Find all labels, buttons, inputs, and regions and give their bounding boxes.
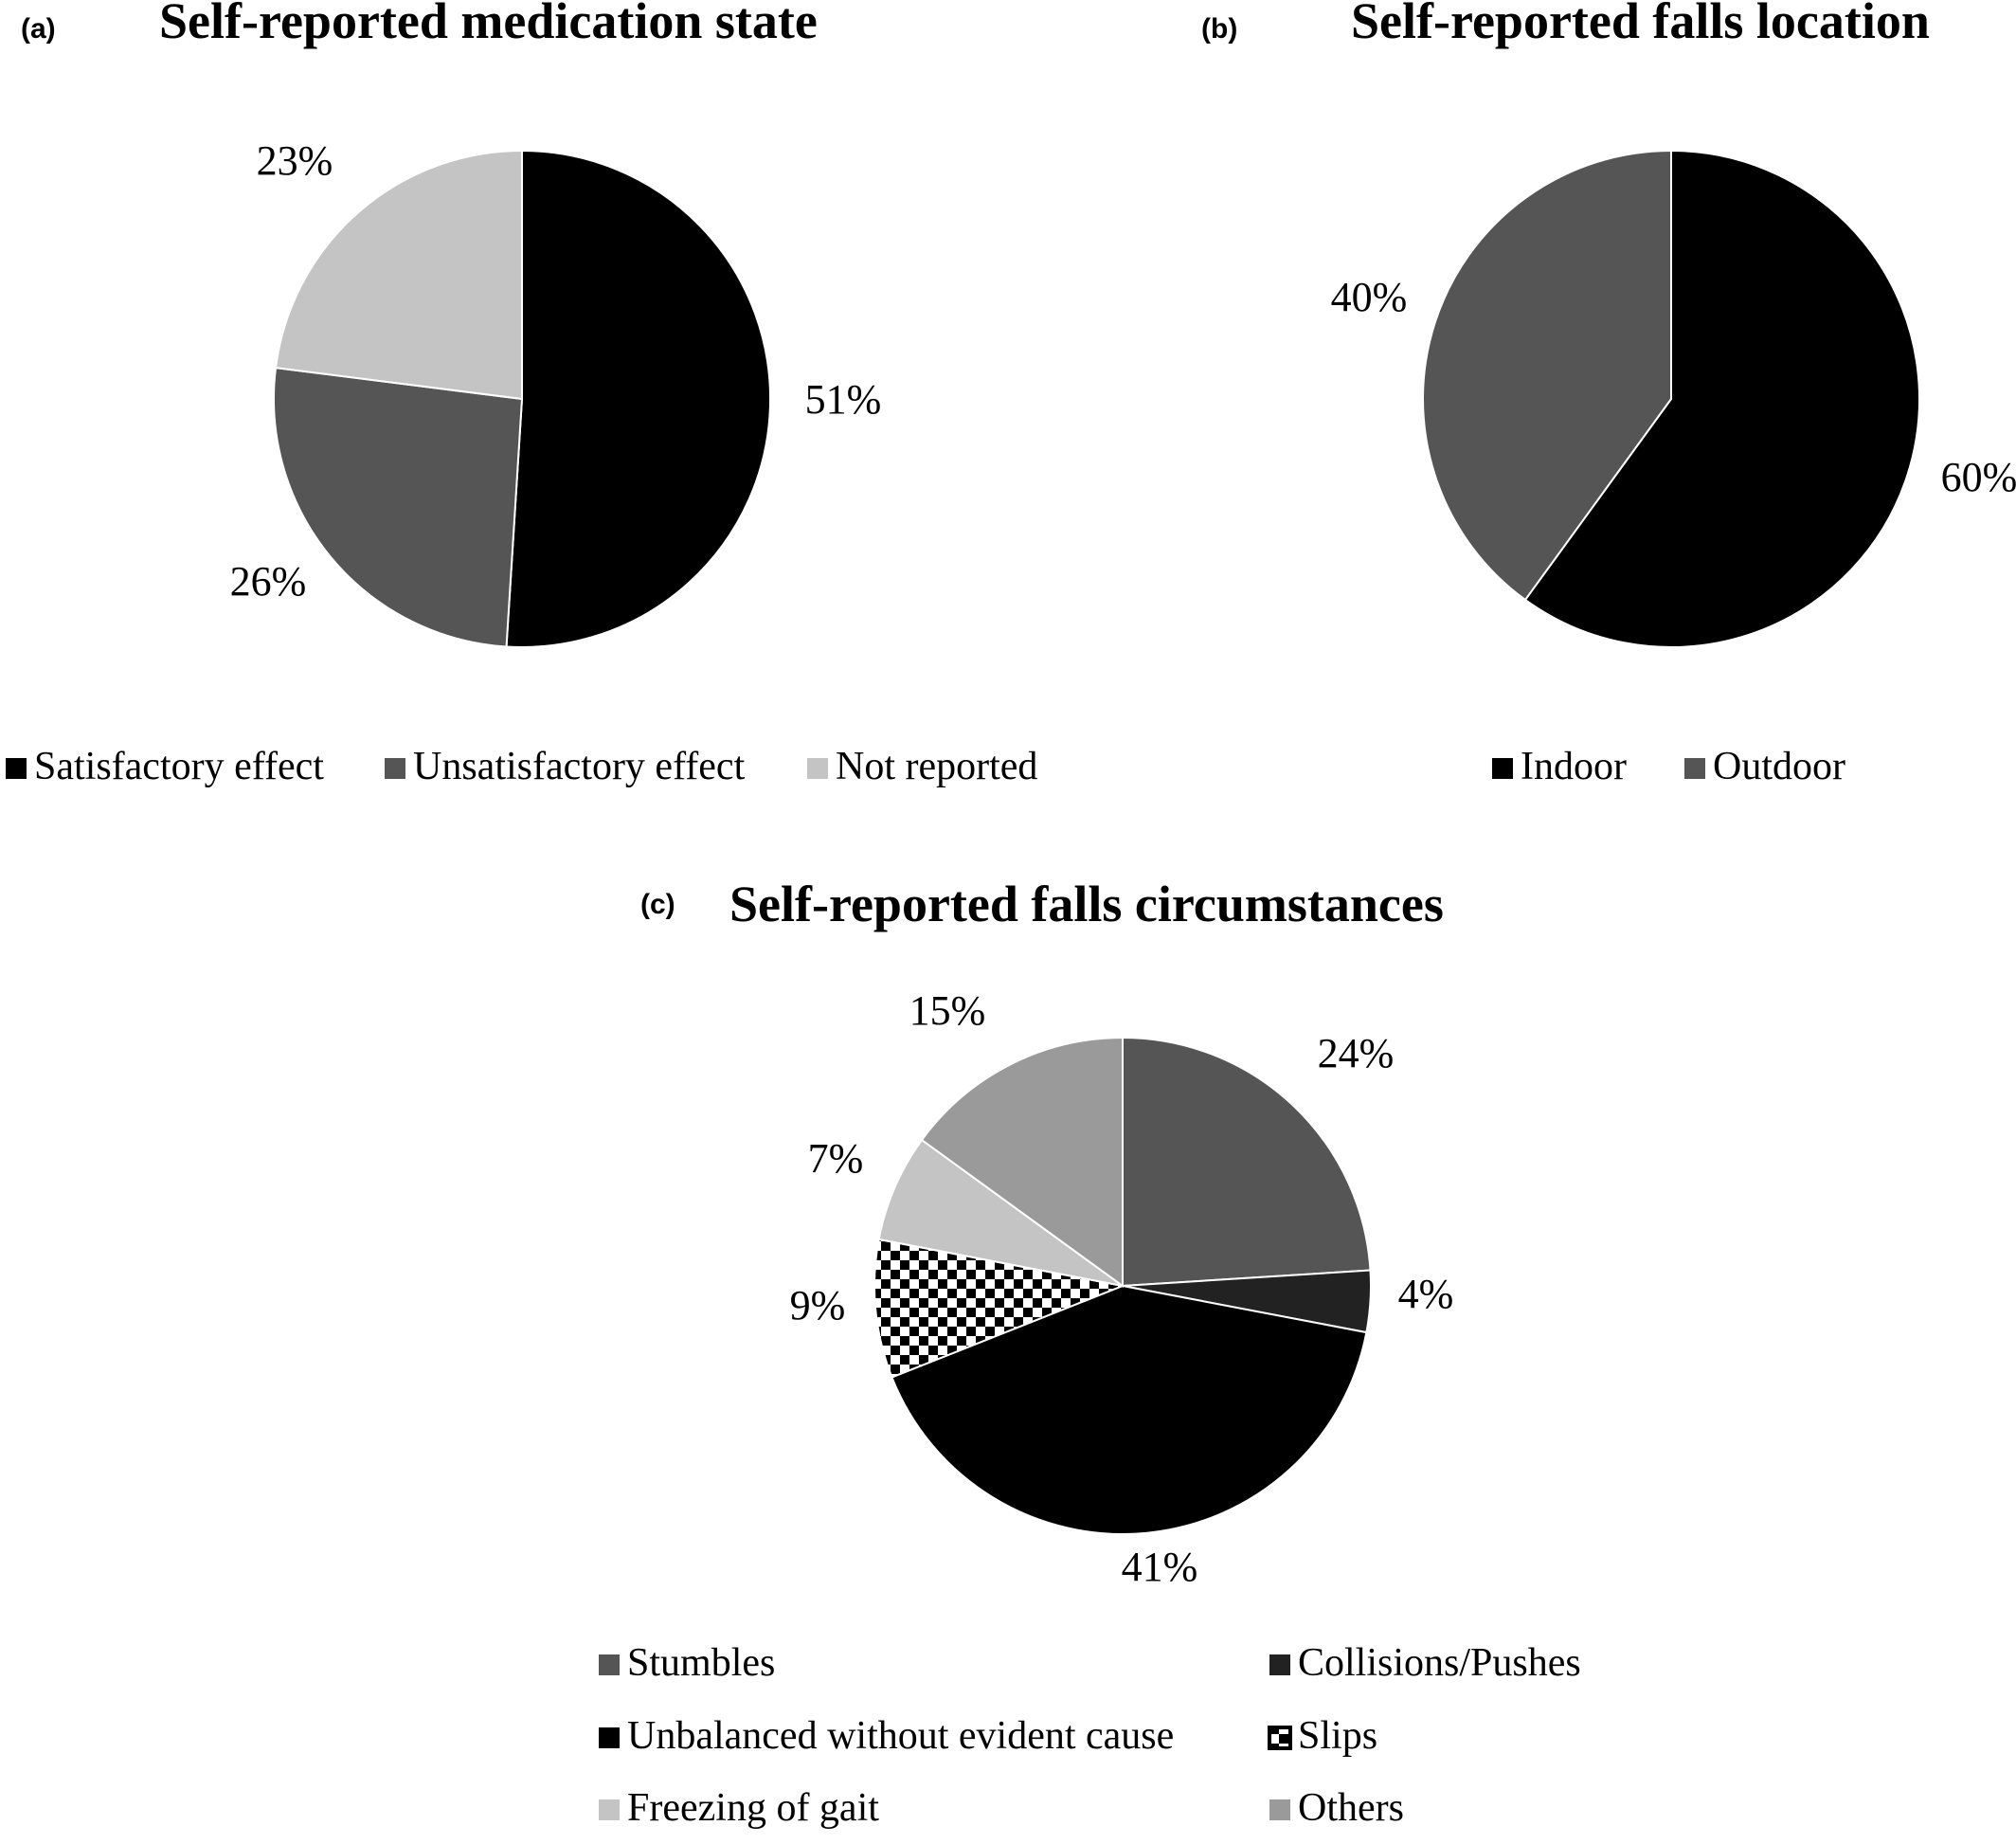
panel-b-label-indoor: 60% — [1941, 454, 2016, 500]
panel-a-legend-swatch-unsatisfactory-effect — [385, 758, 405, 779]
panel-b-legend-swatch-outdoor — [1684, 758, 1705, 779]
panel-c-title: Self-reported falls circumstances — [729, 876, 1444, 932]
panel-c-legend-swatch-stumbles — [599, 1654, 620, 1675]
panel-a-slice-satisfactory-effect — [505, 149, 772, 648]
panel-c-legend-label-stumbles: Stumbles — [627, 1641, 775, 1685]
panel-c-legend-swatch-slips — [1268, 1726, 1292, 1750]
panel-c-legend-label-others: Others — [1298, 1786, 1404, 1830]
panel-c-legend-label-slips: Slips — [1298, 1714, 1377, 1758]
panel-b-title: Self-reported falls location — [1351, 0, 1930, 49]
panel-c-letter: (c) — [640, 889, 675, 920]
panel-c-label-others: 15% — [909, 987, 986, 1034]
panel-b-legend-swatch-indoor — [1492, 758, 1513, 779]
panel-a-title: Self-reported medication state — [159, 0, 818, 49]
panel-c-legend: Stumbles Collisions/Pushes Unbalanced with… — [599, 1641, 1581, 1830]
panel-c-legend-label-freezing-of-gait: Freezing of gait — [627, 1786, 879, 1830]
panel-c-slice-others — [920, 1036, 1124, 1288]
panel-b-slice-outdoor — [1422, 149, 1672, 602]
panel-c: (c) Self-reported falls circumstances 24… — [599, 876, 1581, 1830]
panel-b-legend-label-outdoor: Outdoor — [1713, 745, 1845, 788]
panel-b-legend: Indoor Outdoor — [1492, 745, 1845, 788]
panel-b-legend-label-indoor: Indoor — [1521, 745, 1627, 788]
panel-c-slice-slips — [873, 1238, 1126, 1379]
panel-c-legend-label-collisions-pushes: Collisions/Pushes — [1298, 1641, 1581, 1685]
panel-a-pie — [273, 149, 772, 648]
panel-a-slice-not-reported — [274, 149, 523, 401]
panel-a-legend-swatch-not-reported — [807, 758, 828, 779]
panel-a-label-unsatisfactory-effect: 26% — [230, 558, 307, 605]
panel-a-slice-labels: 51% 26% 23% — [230, 137, 882, 605]
panel-a-letter: (a) — [21, 13, 56, 45]
panel-a-legend-label-satisfactory-effect: Satisfactory effect — [34, 745, 324, 788]
panel-a-legend-swatch-satisfactory-effect — [6, 758, 27, 779]
panel-b: (b) Self-reported falls location 60%40% … — [1201, 0, 2016, 788]
panel-c-label-unbalanced-without-evident-cause: 41% — [1122, 1544, 1198, 1590]
panel-b-letter: (b) — [1201, 13, 1237, 45]
panel-a-label-not-reported: 23% — [257, 137, 333, 184]
panel-c-label-collisions-pushes: 4% — [1398, 1271, 1454, 1317]
panel-a-legend-label-unsatisfactory-effect: Unsatisfactory effect — [413, 745, 746, 788]
panel-c-label-freezing-of-gait: 7% — [808, 1135, 864, 1182]
panel-b-slice-indoor — [1523, 149, 1920, 648]
panel-c-legend-swatch-collisions-pushes — [1269, 1654, 1290, 1675]
panel-c-legend-swatch-freezing-of-gait — [599, 1799, 620, 1820]
panel-c-slice-freezing-of-gait — [877, 1138, 1124, 1287]
panel-c-slice-stumbles — [1122, 1036, 1372, 1288]
panel-a-label-satisfactory-effect: 51% — [805, 376, 882, 423]
panel-c-slice-labels: 24% 4% 41% 9% 7% 15% — [790, 987, 1454, 1590]
panel-b-pie — [1422, 149, 1920, 648]
panel-a-slice-unsatisfactory-effect — [273, 367, 524, 648]
panel-c-legend-swatch-unbalanced-without-evident-cause — [599, 1727, 620, 1748]
panel-c-label-stumbles: 24% — [1318, 1030, 1395, 1076]
panel-b-slice-labels: 60% 40% — [1331, 274, 2016, 500]
panel-a: (a) Self-reported medication state 51% 26… — [6, 0, 1037, 788]
panel-c-slice-unbalanced-without-evident-cause — [891, 1284, 1368, 1535]
panel-c-label-slips: 9% — [790, 1282, 846, 1329]
panel-c-legend-label-unbalanced-without-evident-cause: Unbalanced without evident cause — [627, 1714, 1174, 1758]
panel-a-legend: Satisfactory effect Unsatisfactory effect… — [6, 745, 1037, 788]
panel-b-label-outdoor: 40% — [1331, 274, 1408, 320]
panel-a-legend-label-not-reported: Not reported — [836, 745, 1037, 788]
panel-c-legend-swatch-others — [1269, 1799, 1290, 1820]
panel-c-pie — [873, 1036, 1372, 1535]
